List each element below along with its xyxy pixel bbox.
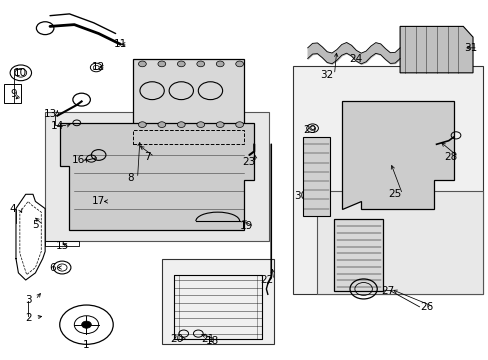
Text: 13: 13 [43, 109, 57, 119]
Text: 17: 17 [92, 197, 105, 206]
Text: 31: 31 [463, 43, 476, 53]
Text: 7: 7 [143, 152, 150, 162]
Bar [4, 84, 21, 103]
Text: 4: 4 [9, 203, 16, 213]
Text: 14: 14 [51, 121, 64, 131]
Circle shape [177, 61, 185, 67]
Text: 6: 6 [49, 262, 56, 273]
Circle shape [235, 61, 243, 67]
Bar [302, 137, 329, 216]
Text: 18: 18 [206, 336, 219, 346]
Circle shape [81, 321, 91, 328]
Text: 25: 25 [388, 189, 401, 199]
Text: 1: 1 [83, 340, 90, 350]
Circle shape [197, 122, 204, 127]
Text: 5: 5 [32, 220, 39, 230]
Text: 30: 30 [293, 191, 306, 201]
Circle shape [216, 122, 224, 127]
Text: 26: 26 [419, 302, 432, 312]
Text: 2: 2 [25, 312, 31, 323]
Text: 23: 23 [241, 157, 255, 167]
FancyBboxPatch shape [292, 66, 482, 294]
Text: 29: 29 [303, 125, 316, 135]
Text: 15: 15 [56, 241, 69, 251]
Circle shape [158, 122, 165, 127]
Text: 10: 10 [14, 68, 27, 78]
Text: 21: 21 [201, 334, 214, 344]
FancyBboxPatch shape [317, 191, 482, 294]
FancyBboxPatch shape [45, 112, 268, 241]
Polygon shape [399, 26, 472, 73]
Text: 3: 3 [25, 295, 31, 305]
Polygon shape [341, 102, 453, 208]
Circle shape [138, 122, 146, 127]
Bar [132, 130, 244, 144]
Bar [45, 241, 79, 246]
Circle shape [177, 122, 185, 127]
Circle shape [197, 61, 204, 67]
Circle shape [158, 61, 165, 67]
Polygon shape [60, 123, 254, 230]
Text: 32: 32 [320, 69, 333, 80]
Text: 8: 8 [127, 173, 133, 183]
Circle shape [138, 61, 146, 67]
Bar [334, 219, 382, 291]
Text: 24: 24 [349, 54, 362, 64]
Text: 22: 22 [259, 275, 272, 285]
FancyBboxPatch shape [162, 258, 273, 344]
Text: 27: 27 [381, 286, 394, 296]
Circle shape [235, 122, 243, 127]
Text: 16: 16 [71, 156, 84, 165]
Polygon shape [132, 59, 244, 130]
Text: 20: 20 [169, 334, 183, 344]
Text: 12: 12 [92, 63, 105, 72]
Circle shape [216, 61, 224, 67]
Text: 28: 28 [444, 152, 457, 162]
Text: 11: 11 [114, 39, 127, 49]
Text: 19: 19 [240, 221, 253, 231]
Text: 9: 9 [10, 89, 17, 99]
